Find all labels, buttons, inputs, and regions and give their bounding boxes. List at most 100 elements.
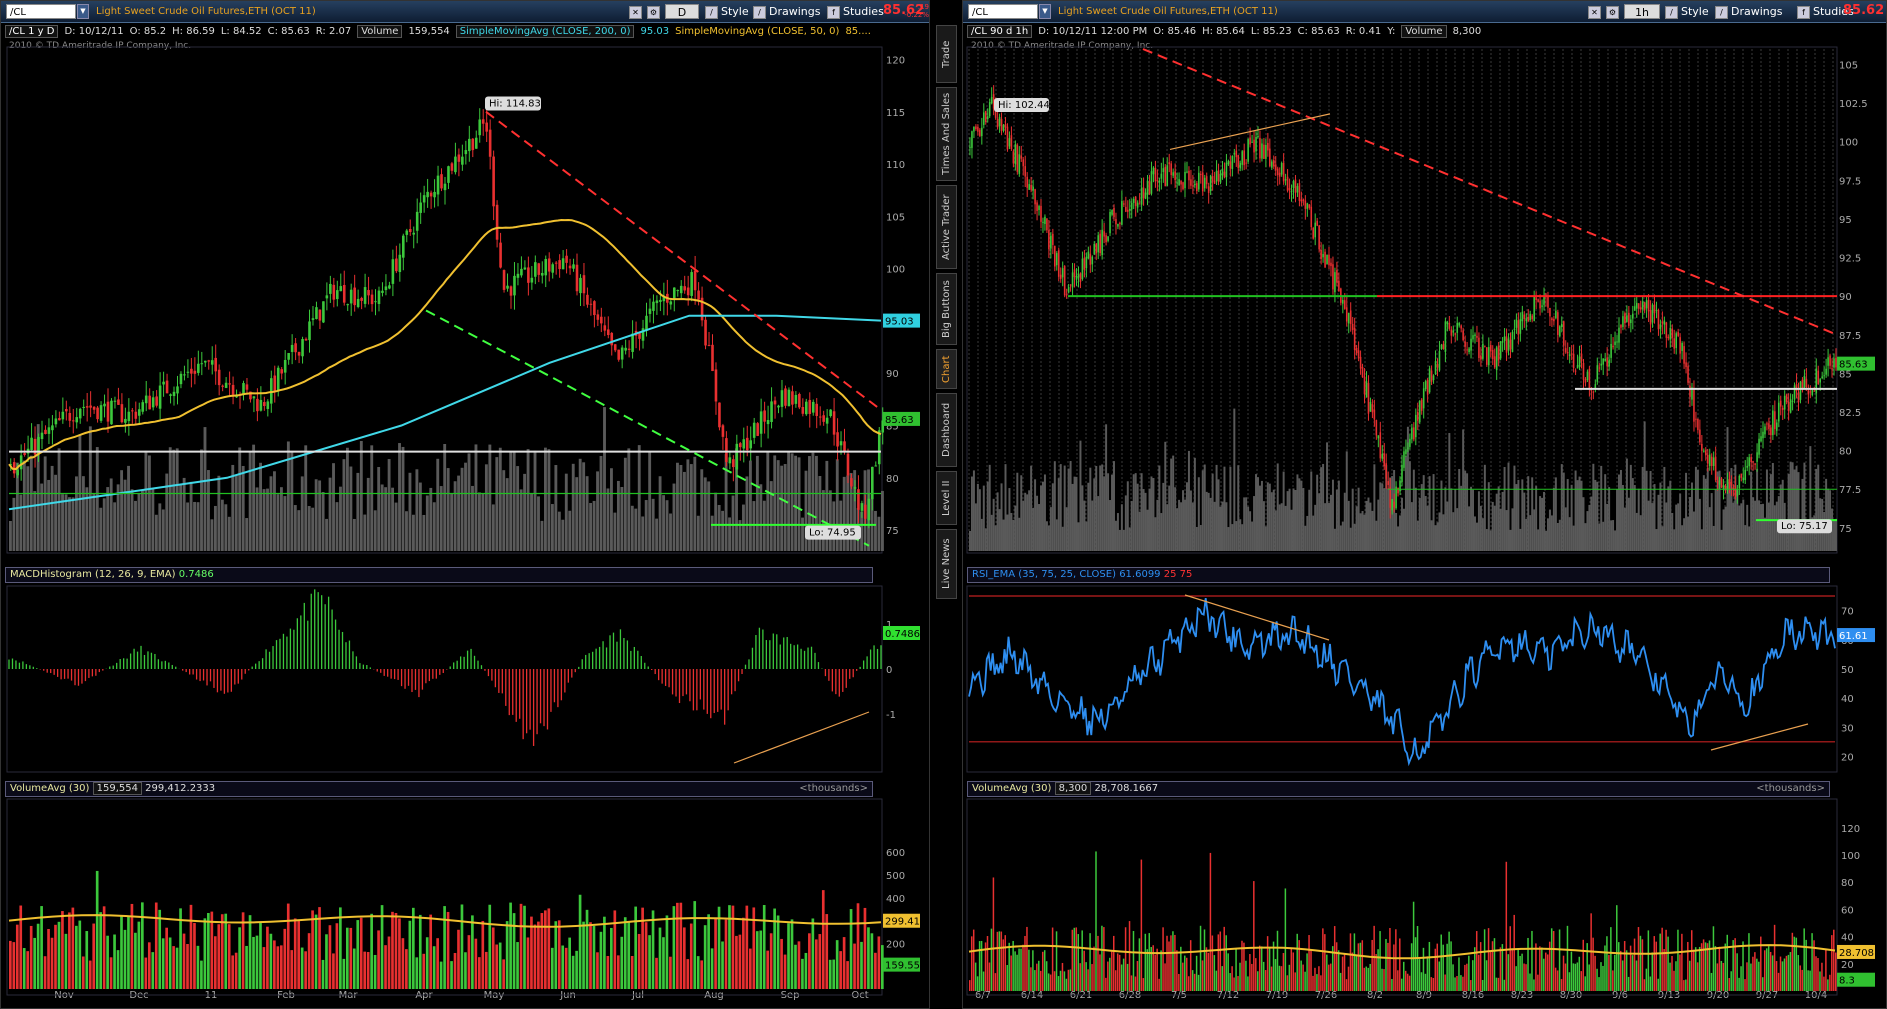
volume-bar: [241, 912, 245, 989]
volume-bar: [974, 962, 977, 991]
volume-bar: [366, 477, 370, 551]
volume-bar: [1517, 479, 1520, 551]
volume-bar: [1454, 977, 1456, 991]
volume-bar: [1438, 512, 1441, 551]
side-tab-live-news[interactable]: Live News: [936, 529, 957, 599]
volume-bar: [1513, 914, 1515, 991]
volume-bar: [1401, 978, 1403, 991]
volume-bar: [1690, 930, 1693, 991]
candle-body: [1308, 204, 1311, 208]
volume-bar: [616, 480, 620, 551]
volume-bar: [1466, 963, 1468, 991]
volume-bar: [972, 470, 975, 551]
candle-body: [1170, 163, 1172, 176]
left-last-price: 85.62: [883, 3, 925, 18]
volume-bar: [627, 921, 631, 989]
candle-body: [818, 416, 822, 418]
left-style-button[interactable]: / Style: [705, 4, 749, 19]
candle-body: [162, 381, 165, 385]
link-icon[interactable]: ✕: [629, 4, 645, 19]
candle-body: [1140, 187, 1143, 205]
volume-bar: [1422, 475, 1425, 551]
left-symbol-input[interactable]: /CL: [6, 4, 76, 19]
candle-body: [568, 265, 572, 269]
candle-body: [1545, 294, 1547, 297]
side-tab-chart[interactable]: Chart: [936, 349, 957, 389]
volume-bar: [1079, 440, 1082, 551]
volume-bar: [1424, 496, 1427, 551]
right-drawings-button[interactable]: / Drawings: [1715, 4, 1782, 19]
volume-bar: [1566, 925, 1569, 991]
hi-label: Hi: 102.44: [998, 100, 1050, 111]
volume-bar: [1310, 471, 1313, 551]
volume-bar: [92, 923, 96, 989]
candle-body: [804, 401, 808, 415]
right-style-button[interactable]: / Style: [1665, 4, 1709, 19]
volume-bar: [1000, 483, 1003, 551]
candle-body: [1511, 331, 1514, 353]
side-tab-active-trader[interactable]: Active Trader: [936, 185, 957, 269]
candle-body: [1493, 356, 1496, 368]
volume-bar: [1160, 513, 1163, 551]
candle-body: [1069, 284, 1072, 286]
volume-bar: [1556, 970, 1559, 991]
volume-bar: [1387, 488, 1390, 551]
volume-bar: [1546, 518, 1549, 551]
volume-bar: [1651, 952, 1654, 991]
volume-bar: [1235, 949, 1237, 991]
volume-bar: [1805, 939, 1807, 991]
right-symbol-input[interactable]: /CL: [968, 4, 1038, 19]
candle-body: [280, 369, 284, 374]
candle-body: [1302, 199, 1305, 202]
volume-bar: [1164, 441, 1167, 551]
settings-icon[interactable]: ⚙: [1606, 4, 1622, 19]
candle-body: [1205, 176, 1208, 185]
volume-bar: [637, 933, 641, 989]
x-tick-label: 7/12: [1217, 990, 1239, 1001]
left-drawings-button[interactable]: / Drawings: [753, 4, 820, 19]
side-tab-times-and-sales[interactable]: Times And Sales: [936, 87, 957, 181]
volume-bar: [279, 487, 283, 551]
side-tab-level-ii[interactable]: Level II: [936, 471, 957, 525]
left-timeframe-select[interactable]: D: [665, 4, 699, 19]
volume-bar: [634, 906, 637, 989]
volume-tick-label: 200: [886, 939, 905, 950]
candle-body: [1353, 327, 1356, 351]
volume-bar: [443, 444, 447, 551]
volume-bar: [1093, 946, 1095, 991]
volume-bar: [1389, 928, 1391, 991]
candle-body: [353, 287, 356, 306]
volume-bar: [1835, 952, 1837, 991]
candle-body: [1756, 452, 1758, 462]
volume-bar: [835, 459, 839, 551]
volume-bar: [102, 906, 106, 989]
candle-body: [1452, 330, 1455, 333]
volume-bar: [1081, 485, 1084, 551]
left-studies-button[interactable]: f Studies: [827, 4, 884, 19]
volume-bar: [1353, 523, 1356, 551]
volume-bar: [1085, 962, 1087, 991]
y-tick-label: 75: [1839, 524, 1852, 535]
settings-icon[interactable]: ⚙: [647, 4, 663, 19]
chevron-down-icon[interactable]: ▼: [77, 4, 89, 19]
volume-bar: [1209, 852, 1212, 991]
link-icon[interactable]: ✕: [1588, 4, 1604, 19]
x-tick-label: Oct: [851, 990, 868, 1001]
right-studies-button[interactable]: f Studies: [1797, 4, 1854, 19]
side-tab-trade[interactable]: Trade: [936, 25, 957, 83]
volume-bar: [300, 947, 304, 989]
volume-bar: [283, 928, 287, 989]
volume-bar: [1430, 520, 1433, 551]
candle-body: [1432, 375, 1435, 381]
candle-body: [110, 400, 113, 425]
volume-bar: [398, 443, 401, 551]
side-tab-dashboard[interactable]: Dashboard: [936, 393, 957, 467]
candle-body: [1710, 456, 1713, 466]
chevron-down-icon[interactable]: ▼: [1039, 4, 1051, 19]
volume-bar: [405, 511, 408, 551]
volume-bar: [502, 470, 506, 551]
right-timeframe-select[interactable]: 1h: [1624, 4, 1660, 19]
volume-bar: [248, 915, 252, 989]
candle-body: [1454, 333, 1457, 335]
side-tab-big-buttons[interactable]: Big Buttons: [936, 273, 957, 345]
